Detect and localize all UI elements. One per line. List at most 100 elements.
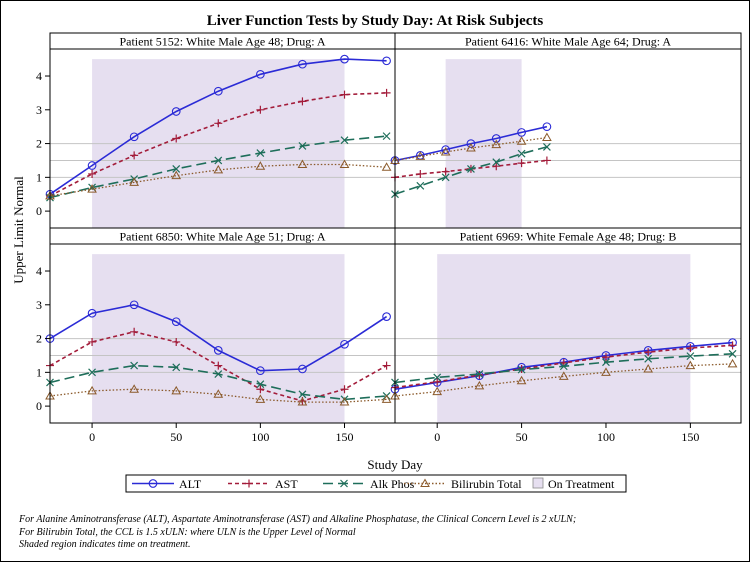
data-point [474, 380, 485, 390]
data-point [255, 394, 266, 403]
data-point [382, 361, 391, 370]
data-point [441, 173, 450, 182]
data-point [171, 107, 181, 116]
data-point [171, 385, 182, 395]
data-point [415, 151, 426, 160]
data-point [517, 159, 526, 168]
data-point [172, 134, 181, 143]
data-point [644, 348, 653, 357]
data-point [542, 143, 551, 151]
data-point [542, 122, 552, 132]
legend-box [125, 474, 627, 493]
data-point [298, 97, 307, 106]
chart-title: Liver Function Tests by Study Day: At Ri… [207, 13, 544, 29]
data-point [517, 149, 526, 158]
data-point [172, 337, 181, 346]
x-tick-label: 100 [597, 430, 615, 444]
footnote-line: For Bilirubin Total, the CCL is 1.5 xULN… [19, 526, 356, 538]
y-tick-label: 4 [36, 264, 42, 278]
legend-item: ALT [132, 477, 202, 491]
data-point [171, 170, 182, 180]
legend-item: Bilirubin Total [404, 477, 522, 491]
series-bilirubin-total [390, 132, 552, 164]
data-point [644, 354, 653, 363]
data-point [382, 56, 391, 66]
x-tick-label: 0 [89, 430, 95, 444]
data-point [416, 169, 425, 178]
data-point [130, 361, 139, 370]
data-point [297, 397, 308, 406]
data-point [256, 149, 265, 157]
data-point [433, 377, 442, 386]
data-point [466, 142, 476, 152]
y-tick-label: 0 [36, 399, 42, 413]
data-point [340, 339, 349, 349]
data-point [87, 385, 97, 395]
panel-grid: Patient 5152: White Male Age 48; Drug: A… [36, 32, 742, 444]
data-point [213, 346, 223, 355]
series-line [49, 303, 388, 372]
footnote-line: For Alanine Aminotransferase (ALT), Aspa… [19, 514, 577, 525]
x-axis-label: Study Day [367, 457, 423, 472]
data-point [129, 384, 140, 393]
panel-label: Patient 6969: White Female Age 48; Drug:… [460, 230, 677, 244]
data-point [492, 158, 501, 167]
data-point [129, 177, 140, 186]
data-point [298, 390, 307, 399]
y-tick-label: 0 [36, 204, 42, 218]
data-point [441, 145, 450, 154]
data-point [214, 361, 223, 370]
data-point [339, 159, 350, 169]
series-line [394, 363, 733, 397]
legend-item: AST [228, 477, 298, 491]
data-point [88, 368, 96, 377]
data-point [491, 139, 502, 149]
data-point [440, 147, 451, 156]
data-point [256, 385, 265, 394]
series-line [394, 136, 547, 162]
data-point [298, 59, 307, 69]
data-point [517, 365, 526, 374]
y-tick-label: 2 [36, 137, 42, 151]
data-point [129, 300, 139, 310]
data-point [420, 478, 430, 487]
legend: ALT AST Alk Phos Bilirubin Total On Treatmen… [125, 474, 627, 493]
legend-label: Alk Phos [370, 477, 415, 491]
data-point [643, 363, 654, 373]
data-point [559, 362, 568, 371]
data-point [340, 90, 349, 99]
data-point [601, 353, 610, 362]
data-point [213, 164, 224, 174]
data-point [298, 142, 307, 150]
legend-swatch [532, 477, 544, 489]
data-point [214, 119, 223, 128]
data-point [416, 181, 425, 190]
data-point [542, 132, 552, 141]
data-point [256, 69, 265, 79]
series-ast [391, 156, 551, 182]
series-alk-phos [391, 349, 737, 387]
x-tick-label: 50 [516, 430, 528, 444]
panel: Patient 6416: White Male Age 64; Drug: A [390, 32, 742, 229]
data-point [433, 373, 442, 382]
data-point [492, 162, 501, 171]
y-tick-label: 1 [36, 365, 42, 379]
data-point [382, 312, 391, 321]
series-bilirubin-total [45, 159, 392, 200]
data-point [255, 161, 266, 170]
data-point [148, 479, 158, 488]
data-point [88, 337, 97, 346]
panel: Patient 5152: White Male Age 48; Drug: A… [36, 32, 396, 229]
data-point [214, 156, 223, 165]
x-tick-label: 100 [251, 430, 269, 444]
data-point [685, 360, 696, 370]
footnotes: For Alanine Aminotransferase (ALT), Aspa… [19, 514, 576, 552]
data-point [130, 327, 139, 336]
data-point [214, 370, 223, 378]
data-point [432, 386, 443, 396]
panel-label: Patient 5152: White Male Age 48; Drug: A [119, 35, 325, 49]
data-point [340, 136, 349, 145]
data-point [87, 308, 97, 318]
series-line [49, 163, 387, 197]
